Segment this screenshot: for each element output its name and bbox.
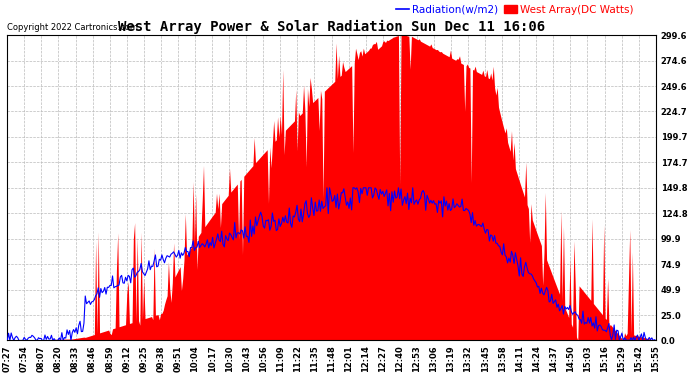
Text: Copyright 2022 Cartronics.com: Copyright 2022 Cartronics.com bbox=[8, 23, 138, 32]
Title: West Array Power & Solar Radiation Sun Dec 11 16:06: West Array Power & Solar Radiation Sun D… bbox=[118, 20, 545, 34]
Legend: Radiation(w/m2), West Array(DC Watts): Radiation(w/m2), West Array(DC Watts) bbox=[392, 1, 638, 19]
